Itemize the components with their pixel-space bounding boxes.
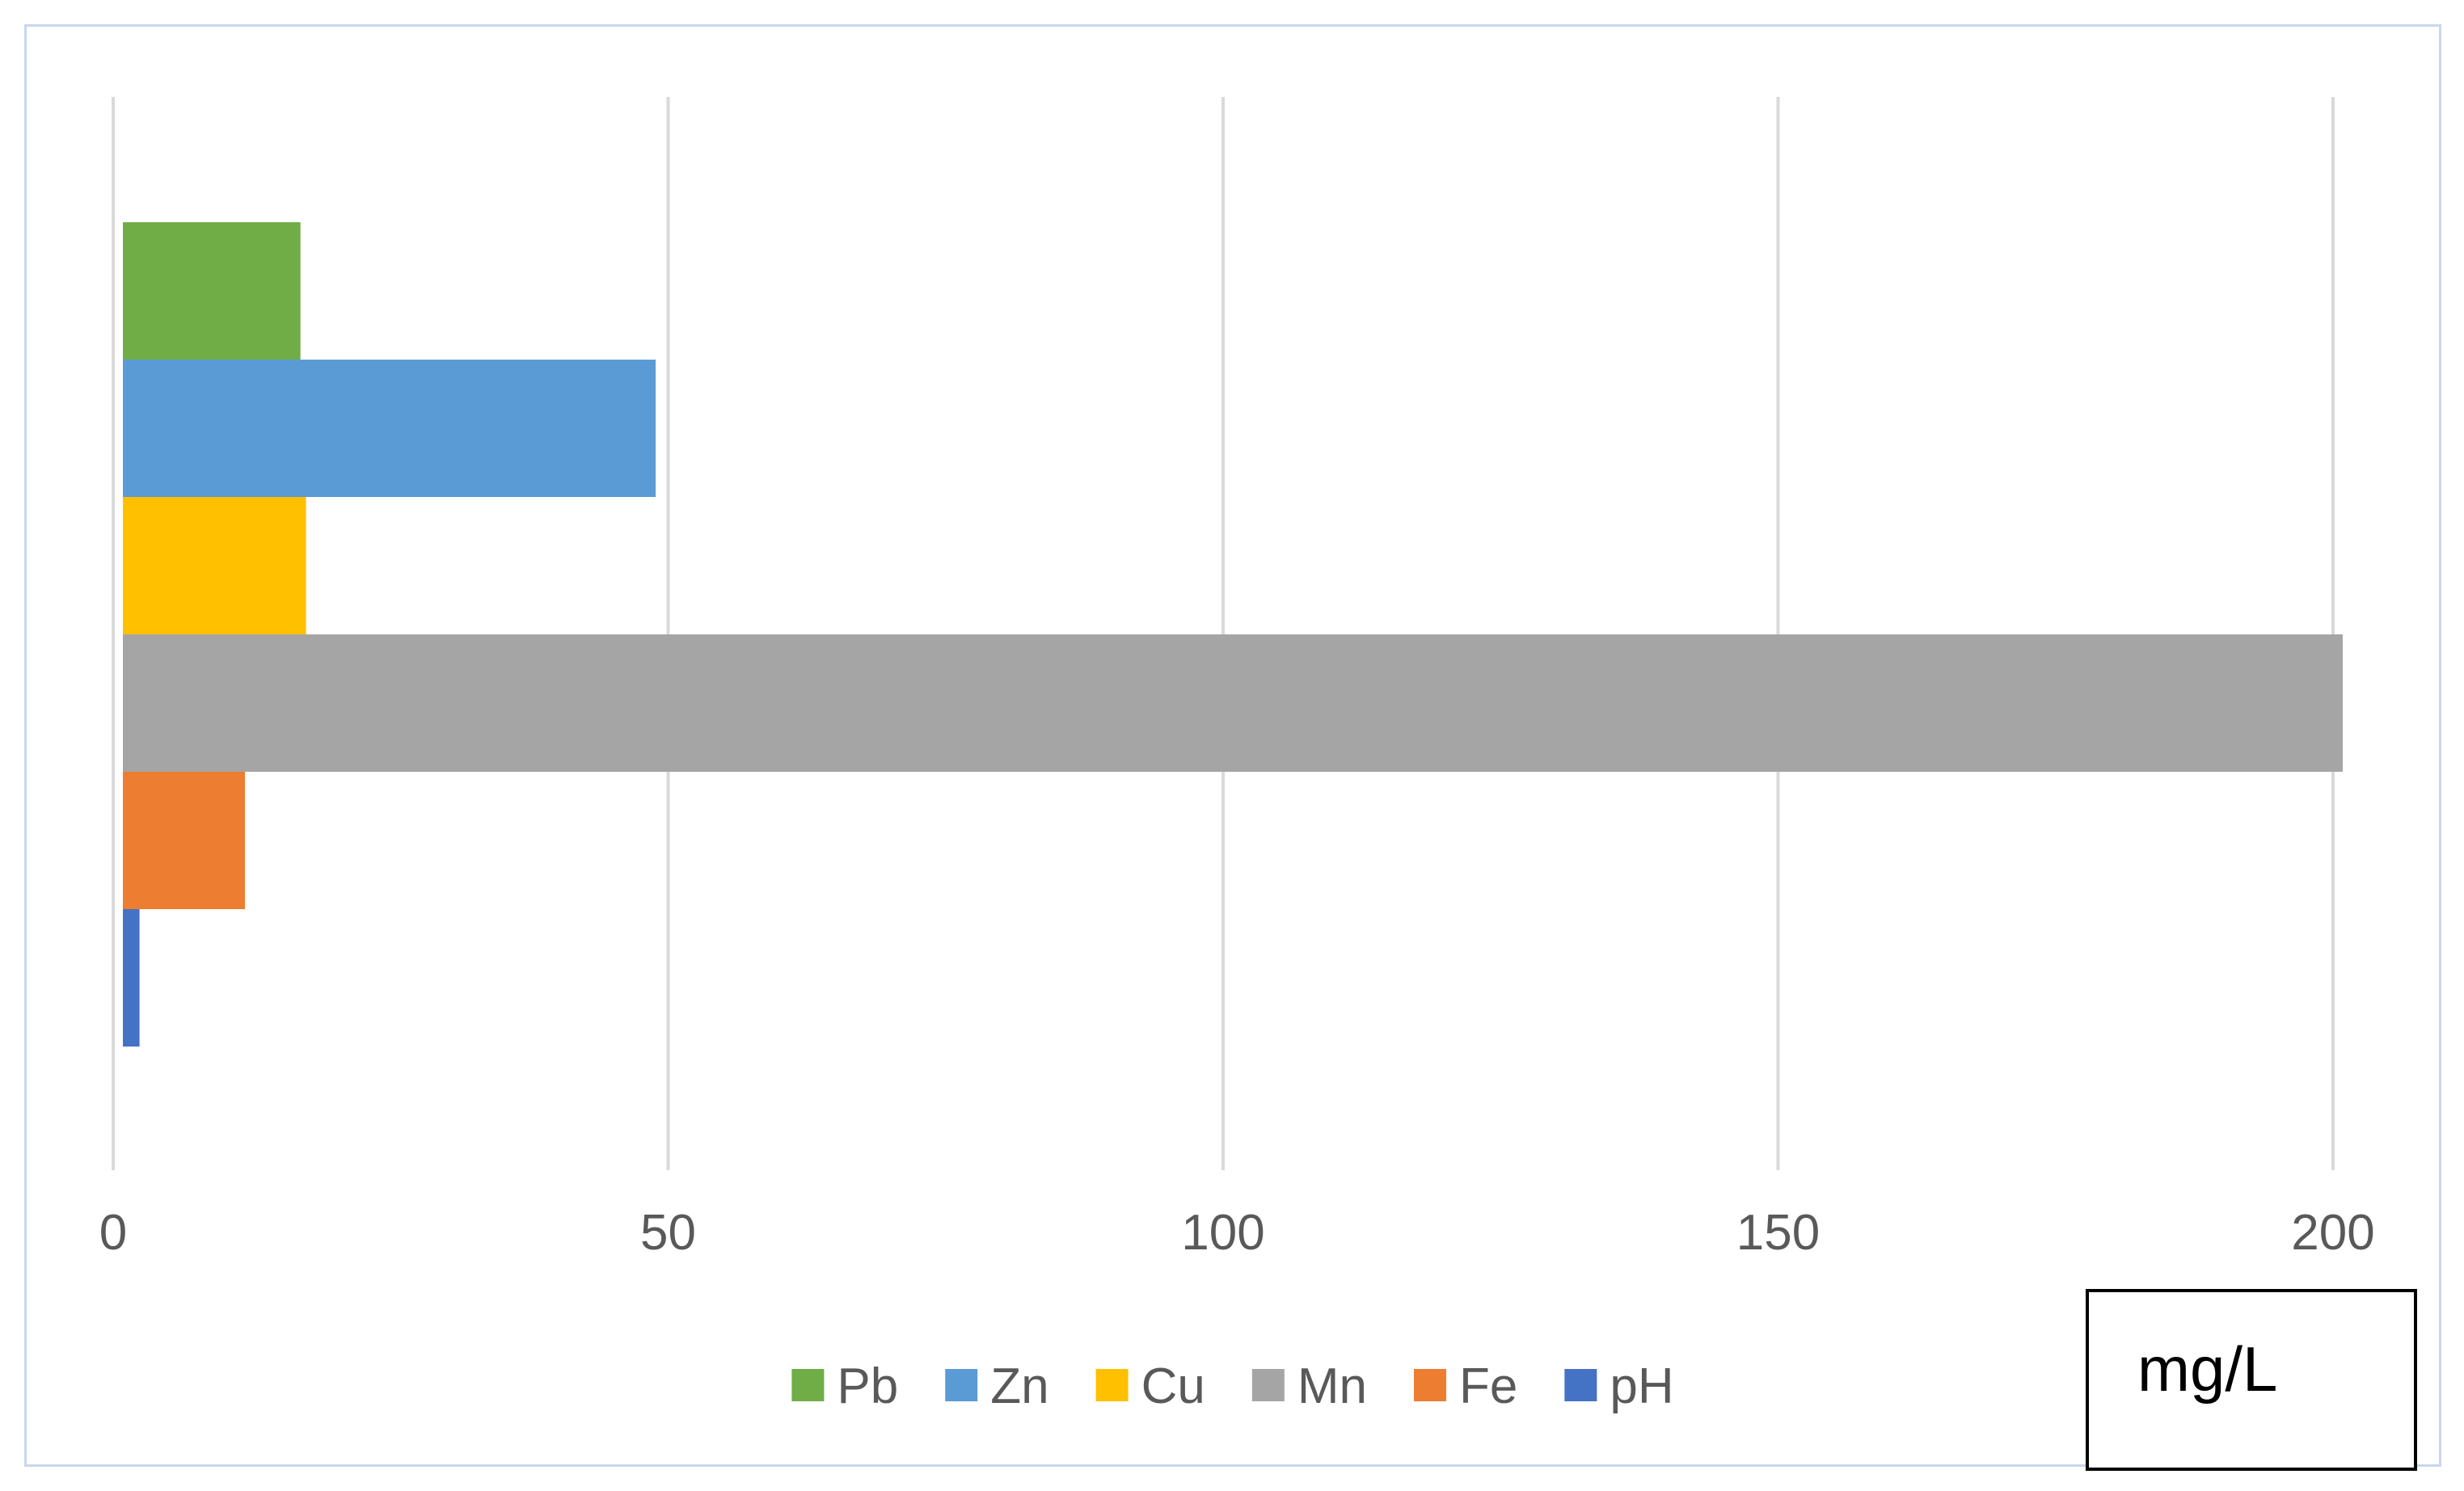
legend-label: Pb (837, 1358, 898, 1414)
x-tick-label: 150 (1736, 1205, 1820, 1261)
legend-label: pH (1610, 1358, 1673, 1414)
gridlines (112, 97, 2335, 1170)
legend-swatch (1251, 1369, 1285, 1401)
legend-swatch (1564, 1369, 1597, 1401)
legend-swatch (945, 1369, 978, 1401)
x-tick-label: 100 (1181, 1205, 1264, 1261)
bar-mn (123, 634, 2343, 772)
x-tick-label: 50 (640, 1205, 696, 1261)
legend-item-zn: Zn (945, 1358, 1049, 1414)
bar-pb (123, 222, 301, 360)
legend-label: Fe (1459, 1358, 1517, 1414)
unit-label-box: mg/L (2086, 1289, 2417, 1471)
bar-cu (123, 497, 306, 634)
legend-item-fe: Fe (1413, 1358, 1517, 1414)
bar-zn (123, 360, 656, 497)
legend-item-mn: Mn (1251, 1358, 1367, 1414)
x-tick-label: 0 (99, 1205, 127, 1261)
bars (123, 222, 2343, 1047)
x-tick-label: 200 (2291, 1205, 2374, 1261)
chart-frame (24, 24, 2441, 1467)
legend-label: Mn (1297, 1358, 1367, 1414)
legend-item-pb: Pb (791, 1358, 898, 1414)
legend-swatch (791, 1369, 825, 1401)
legend-item-ph: pH (1564, 1358, 1674, 1414)
legend-swatch (1413, 1369, 1446, 1401)
legend: Pb Zn Cu Mn Fe pH (791, 1358, 1674, 1414)
legend-item-cu: Cu (1095, 1358, 1205, 1414)
x-axis-ticks: 0 50 100 150 200 (99, 1205, 2375, 1261)
bar-ph (123, 909, 140, 1047)
legend-label: Zn (990, 1358, 1048, 1414)
unit-label: mg/L (2137, 1333, 2278, 1405)
legend-swatch (1095, 1369, 1129, 1401)
legend-label: Cu (1141, 1358, 1205, 1414)
bar-fe (123, 772, 246, 909)
